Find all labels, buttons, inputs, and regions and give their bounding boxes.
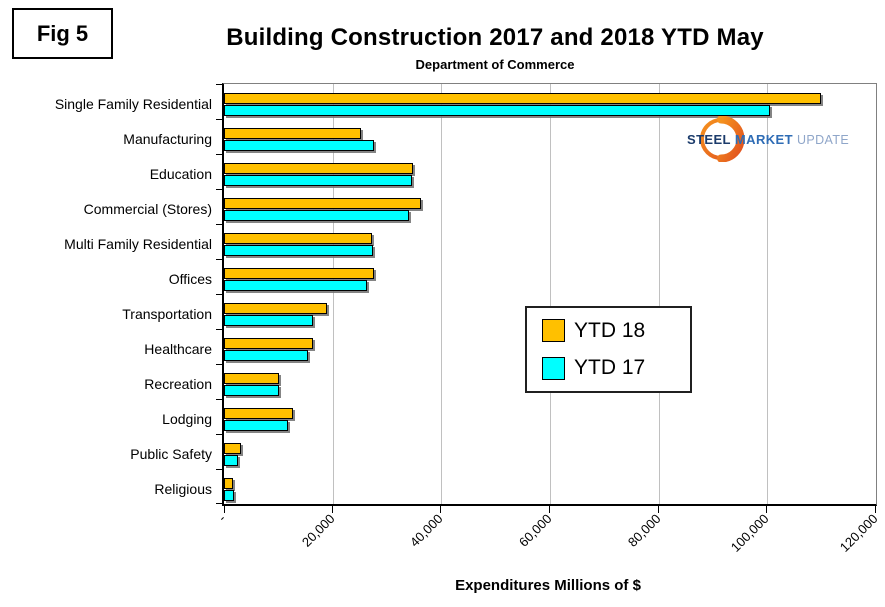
x-tick-label-0: -	[214, 511, 229, 525]
gridline-20000	[332, 84, 334, 504]
legend-label-ytd18: YTD 18	[574, 318, 646, 342]
category-label-education: Education	[149, 166, 212, 182]
chart-title: Building Construction 2017 and 2018 YTD …	[226, 24, 764, 51]
bar-ytd-17-manufacturing	[224, 140, 374, 151]
gridline-40000	[441, 84, 443, 504]
y-axis-tick	[216, 119, 223, 120]
logo-word-market: MARKET	[734, 132, 793, 147]
x-axis-tick-20000	[331, 506, 333, 513]
gridline-80000	[658, 84, 660, 504]
category-label-single-family-residential: Single Family Residential	[54, 96, 212, 112]
bar-ytd-18-education	[224, 163, 413, 174]
gridline-100000	[767, 84, 769, 504]
category-label-transportation: Transportation	[122, 306, 212, 322]
legend: YTD 18 YTD 17	[525, 306, 692, 393]
legend-item-ytd17: YTD 17	[527, 356, 690, 380]
bar-ytd-18-recreation	[224, 373, 279, 384]
category-label-multi-family-residential: Multi Family Residential	[64, 236, 212, 252]
bar-ytd-18-multi-family-residential	[224, 233, 372, 244]
bar-ytd-17-transportation	[224, 315, 313, 326]
category-label-religious: Religious	[154, 481, 212, 497]
logo-crescent-icon	[700, 116, 744, 162]
bar-ytd-18-commercial-stores	[224, 198, 421, 209]
bar-ytd-17-lodging	[224, 420, 288, 431]
plot-area	[216, 83, 877, 513]
category-label-recreation: Recreation	[144, 376, 212, 392]
category-label-offices: Offices	[168, 271, 212, 287]
y-axis-tick	[216, 434, 223, 435]
legend-label-ytd17: YTD 17	[574, 356, 646, 380]
gridline-60000	[550, 84, 551, 504]
bar-ytd-17-offices	[224, 280, 367, 291]
figure-label: Fig 5	[36, 20, 89, 46]
bar-ytd-17-healthcare	[224, 350, 308, 361]
y-axis-tick	[216, 294, 223, 295]
category-label-healthcare: Healthcare	[144, 341, 212, 357]
legend-swatch-ytd18-icon	[542, 319, 565, 343]
y-axis-tick	[216, 364, 223, 365]
x-axis-tick-100000	[766, 506, 768, 513]
bar-ytd-17-single-family-residential	[224, 105, 770, 116]
x-tick-label-120000: 120,000	[836, 511, 881, 555]
y-axis-tick	[216, 84, 223, 85]
bar-ytd-18-transportation	[224, 303, 327, 314]
bar-ytd-17-public-safety	[224, 455, 238, 466]
bar-ytd-17-recreation	[224, 385, 279, 396]
y-axis-tick	[216, 189, 223, 190]
category-label-manufacturing: Manufacturing	[123, 131, 212, 147]
category-label-public-safety: Public Safety	[130, 446, 212, 462]
x-tick-label-100000: 100,000	[728, 511, 772, 555]
figure-label-box: Fig 5	[12, 8, 113, 59]
x-axis-tick-60000	[549, 506, 550, 513]
logo-word-update: UPDATE	[796, 133, 850, 147]
x-axis-tick-80000	[657, 506, 659, 513]
y-axis-tick	[216, 259, 223, 260]
logo-word-steel: STEEL	[687, 132, 731, 147]
bar-ytd-18-religious	[224, 478, 233, 489]
bar-ytd-18-public-safety	[224, 443, 241, 454]
x-tick-label-80000: 80,000	[624, 511, 664, 550]
y-axis-tick	[216, 224, 223, 225]
bar-ytd-18-lodging	[224, 408, 293, 419]
bar-ytd-18-healthcare	[224, 338, 313, 349]
y-axis-tick	[216, 399, 223, 400]
bar-ytd-18-offices	[224, 268, 374, 279]
bar-ytd-17-multi-family-residential	[224, 245, 373, 256]
x-axis-tick-0	[224, 506, 225, 513]
x-axis-title: Expenditures Millions of $	[455, 577, 641, 594]
bar-ytd-17-commercial-stores	[224, 210, 409, 221]
x-tick-label-60000: 60,000	[515, 511, 555, 550]
y-axis-tick	[216, 154, 223, 155]
chart-subtitle: Department of Commerce	[415, 57, 575, 72]
category-label-lodging: Lodging	[162, 411, 212, 427]
legend-swatch-ytd17-icon	[542, 356, 565, 380]
x-axis-tick-40000	[440, 506, 442, 513]
logo-text: STEEL MARKET UPDATE	[687, 132, 849, 147]
x-tick-label-40000: 40,000	[407, 511, 446, 550]
y-axis-tick	[216, 503, 223, 504]
steel-market-update-logo: STEEL MARKET UPDATE	[683, 116, 849, 165]
x-axis-tick-120000	[875, 506, 876, 513]
y-axis-tick	[216, 469, 223, 470]
category-label-commercial-stores: Commercial (Stores)	[83, 201, 212, 217]
x-tick-label-20000: 20,000	[298, 511, 338, 550]
bar-ytd-18-single-family-residential	[224, 93, 821, 104]
bar-ytd-17-religious	[224, 490, 234, 501]
y-axis-tick	[216, 329, 223, 330]
bar-ytd-17-education	[224, 175, 412, 186]
legend-item-ytd18: YTD 18	[527, 319, 690, 343]
bar-ytd-18-manufacturing	[224, 128, 361, 139]
